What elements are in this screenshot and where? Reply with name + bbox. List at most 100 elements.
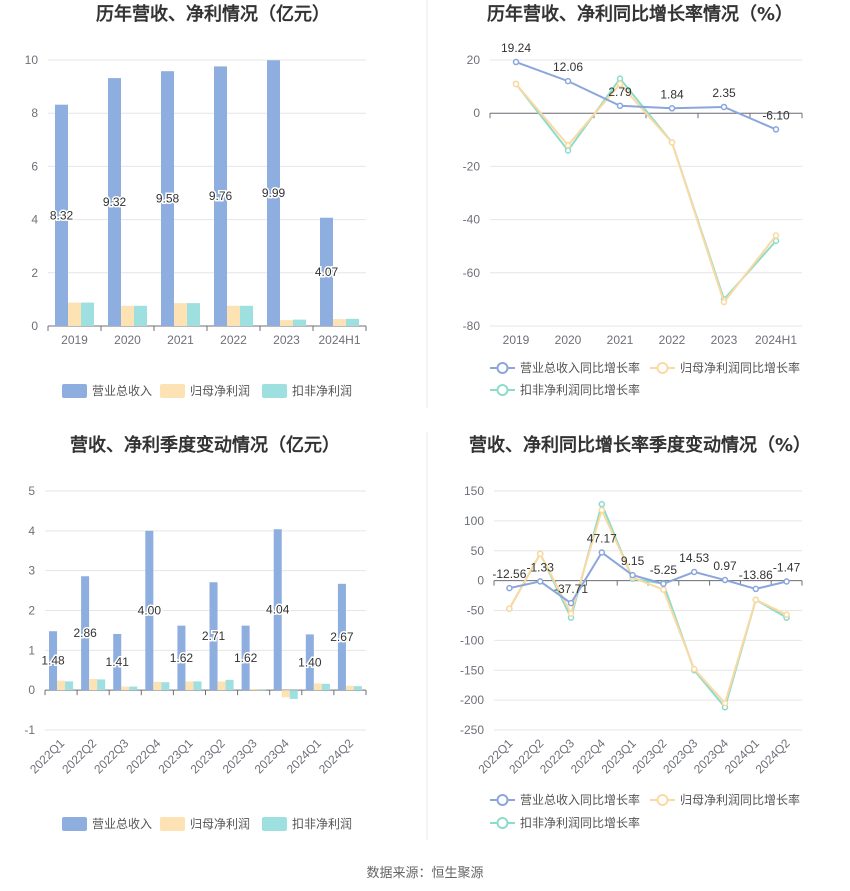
y-tick-label: 20 <box>467 53 481 67</box>
revenue-growth-data-label: -1.47 <box>773 561 801 575</box>
annual-growth-rate-panel: 历年营收、净利同比增长率情况（%） -80 -60 -40 -20 0 20 2019 2020… <box>463 3 803 397</box>
bar-revenue <box>273 529 282 691</box>
bar-revenue <box>145 530 154 691</box>
bar-revenue <box>241 625 250 691</box>
bar-revenue <box>320 217 333 326</box>
revenue-growth-data-label: 12.06 <box>553 60 583 74</box>
x-tick-label: 2024Q1 <box>284 736 324 776</box>
legend-marker-net-profit <box>656 362 669 374</box>
bar-revenue <box>177 625 186 691</box>
bar-deducted-profit <box>240 305 253 326</box>
point-net-profit-growth <box>512 80 520 88</box>
revenue-growth-data-label: -1.33 <box>527 560 555 574</box>
revenue-data-label: 9.99 <box>262 186 286 200</box>
revenue-growth-data-label: 47.17 <box>587 531 617 545</box>
y-tick-label: -60 <box>463 266 481 280</box>
y-tick-label: 6 <box>31 159 38 173</box>
legend-label-net-profit: 归母净利润 <box>190 384 250 398</box>
revenue-growth-data-label: 14.53 <box>679 551 709 565</box>
point-revenue-growth <box>752 585 760 593</box>
point-net-profit-growth <box>720 298 728 306</box>
revenue-growth-data-label: -5.25 <box>650 563 678 577</box>
bar-revenue <box>337 583 346 691</box>
x-tick-label: 2023Q1 <box>155 736 195 776</box>
revenue-data-label: 9.76 <box>209 189 233 203</box>
legend-marker-net-profit <box>656 794 669 806</box>
bar-net-profit <box>227 305 240 326</box>
bar-deducted-profit <box>346 318 359 326</box>
bar-revenue <box>81 576 90 691</box>
point-revenue-growth <box>721 576 729 584</box>
legend-label-revenue: 营业总收入同比增长率 <box>520 792 640 807</box>
bar-net-profit <box>121 305 134 326</box>
bar-deducted-profit <box>97 679 106 691</box>
y-tick-label: -100 <box>460 633 484 647</box>
y-tick-label: -40 <box>463 213 481 227</box>
x-tick-label: 2023 <box>711 333 738 347</box>
point-deducted-profit-growth <box>564 147 572 154</box>
point-revenue-growth <box>564 77 572 85</box>
point-revenue-growth <box>668 105 676 112</box>
point-net-profit-growth <box>772 232 780 239</box>
legend-label-revenue: 营业总收入 <box>92 817 152 831</box>
legend-swatch-revenue <box>62 384 87 398</box>
point-revenue-growth <box>598 549 606 556</box>
point-revenue-growth <box>616 102 624 110</box>
revenue-growth-data-label: 9.15 <box>621 554 645 568</box>
x-tick-label: 2024H1 <box>318 333 360 347</box>
point-net-profit-growth <box>536 550 544 557</box>
legend-marker-revenue <box>496 362 509 374</box>
legend-label-deducted-profit: 扣非净利润同比增长率 <box>520 382 640 397</box>
bar-deducted-profit <box>134 305 147 326</box>
bar-net-profit <box>217 681 226 691</box>
bar-net-profit <box>121 686 130 691</box>
y-tick-label: 0 <box>28 683 35 697</box>
bar-revenue <box>49 631 58 691</box>
bar-net-profit <box>280 320 293 326</box>
revenue-data-label: 9.58 <box>156 192 180 206</box>
bar-revenue <box>108 78 121 326</box>
x-tick-label: 2023Q4 <box>252 736 292 776</box>
chart-title: 营收、净利季度变动情况（亿元） <box>70 434 340 456</box>
revenue-data-label: 2.67 <box>330 630 354 644</box>
line-revenue-growth <box>515 61 777 131</box>
y-tick-label: 4 <box>31 213 38 227</box>
bar-deducted-profit <box>225 679 234 691</box>
point-net-profit-growth <box>598 506 606 514</box>
bar-net-profit <box>153 681 162 691</box>
revenue-data-label: 4.00 <box>138 604 162 618</box>
revenue-growth-data-label: -12.56 <box>492 567 526 581</box>
bar-revenue <box>267 60 280 327</box>
bar-net-profit <box>281 690 290 698</box>
point-deducted-profit-growth <box>598 500 606 508</box>
x-tick-label: 2024H1 <box>755 333 797 347</box>
legend-label-net-profit: 归母净利润同比增长率 <box>680 792 800 807</box>
bar-deducted-profit <box>193 681 202 691</box>
y-tick-label: 5 <box>28 484 35 498</box>
legend-label-deducted-profit: 扣非净利润 <box>292 817 352 831</box>
point-revenue-growth <box>660 580 667 588</box>
legend-swatch-net-profit <box>160 384 185 398</box>
annual-revenue-profit-panel: 历年营收、净利情况（亿元） 0 2 4 6 8 10 2019 2020 2021 2022 2023… <box>25 3 367 398</box>
bar-deducted-profit <box>257 689 266 691</box>
revenue-growth-data-label: 19.24 <box>501 41 531 55</box>
revenue-growth-data-label: -13.86 <box>739 568 773 582</box>
line-deducted-profit-growth <box>508 501 788 710</box>
revenue-data-label: 2.86 <box>73 626 97 640</box>
bar-net-profit <box>249 688 258 691</box>
point-net-profit-growth <box>616 80 624 88</box>
y-tick-label: 0 <box>473 106 480 120</box>
legend-label-revenue: 营业总收入 <box>92 384 152 398</box>
x-tick-label: 2020 <box>114 333 141 347</box>
y-tick-label: 150 <box>464 484 484 498</box>
bar-revenue <box>161 71 174 326</box>
bar-deducted-profit <box>353 686 362 691</box>
quarterly-growth-rate-panel: 营收、净利同比增长率季度变动情况（%） -250 -200 -150 -100 -50 0 5… <box>460 434 811 830</box>
x-tick-label: 2021 <box>607 333 634 347</box>
revenue-growth-data-label: 0.97 <box>713 559 737 573</box>
point-revenue-growth <box>690 568 698 576</box>
legend-swatch-revenue <box>62 817 87 831</box>
line-net-profit-growth <box>508 507 788 706</box>
legend-marker-deducted-profit <box>496 384 509 396</box>
